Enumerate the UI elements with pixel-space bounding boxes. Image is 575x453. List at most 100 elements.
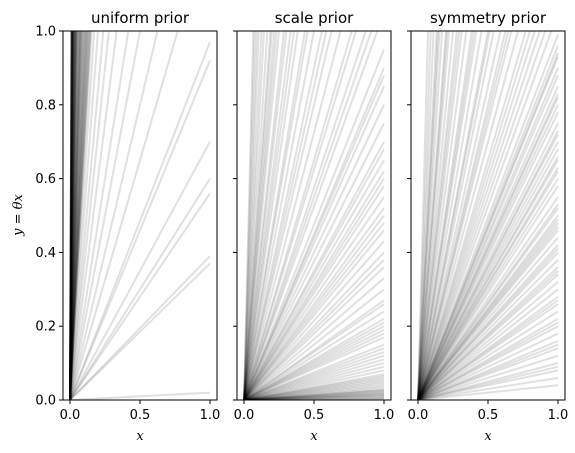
series-line (417, 218, 559, 400)
x-tick-label: 0.5 (478, 408, 499, 423)
series-line (417, 236, 559, 400)
series-line (243, 207, 385, 400)
series-line (243, 159, 385, 400)
series-line (69, 31, 96, 400)
series-line (417, 31, 468, 400)
series-line (243, 31, 306, 400)
series-line (243, 382, 385, 400)
series-line (417, 167, 559, 400)
series-line (417, 74, 559, 400)
series-line (243, 343, 385, 400)
series-line (417, 31, 476, 400)
panel-lines (69, 31, 211, 400)
x-axis-label: x (484, 429, 492, 444)
series-line (243, 389, 385, 400)
series-line (417, 45, 559, 400)
series-line (417, 321, 559, 400)
series-line (417, 31, 483, 400)
series-line (243, 390, 385, 400)
series-line (69, 255, 211, 400)
series-line (69, 31, 159, 400)
series-line (243, 369, 385, 400)
series-line (417, 248, 559, 400)
series-line (243, 317, 385, 400)
series-line (417, 270, 559, 400)
series-line (243, 386, 385, 400)
series-line (243, 328, 385, 400)
y-axis-label: y = θx (11, 194, 26, 237)
series-line (417, 133, 559, 400)
series-line (243, 376, 385, 400)
series-line (417, 347, 559, 400)
series-line (417, 340, 559, 400)
series-line (417, 332, 559, 400)
series-line (417, 31, 495, 400)
series-line (417, 325, 559, 400)
series-line (417, 317, 559, 400)
series-line (417, 31, 510, 400)
series-line (243, 303, 385, 400)
series-line (69, 31, 118, 400)
series-line (417, 31, 553, 400)
series-line (69, 60, 211, 400)
y-tick-label: 0.8 (35, 98, 56, 113)
series-line (417, 31, 473, 400)
series-line (417, 299, 559, 400)
series-line (243, 31, 379, 400)
series-line (417, 111, 559, 400)
series-line (417, 31, 490, 400)
series-line (243, 196, 385, 400)
panel-title: scale prior (275, 9, 354, 27)
series-line (417, 369, 559, 400)
series-line (417, 376, 559, 400)
series-line (243, 31, 272, 400)
series-line (417, 185, 559, 400)
series-line (243, 178, 385, 400)
series-line (417, 31, 463, 400)
series-line (417, 225, 559, 400)
series-line (243, 259, 385, 400)
series-line (417, 259, 559, 400)
series-line (243, 31, 353, 400)
x-tick-label: 0.0 (408, 408, 429, 423)
series-line (243, 391, 385, 400)
panel-1: 0.0 0.5 1.0 0.0 0.2 0.4 0.6 0.8 1.0 uniform prior… (35, 9, 221, 444)
series-line (69, 31, 110, 400)
series-line (417, 31, 541, 400)
x-tick-label: 1.0 (200, 408, 221, 423)
series-line (417, 31, 461, 400)
series-line (243, 148, 385, 400)
series-line (243, 299, 385, 400)
x-tick-label: 0.5 (304, 408, 325, 423)
series-line (417, 56, 559, 400)
chart-panels: 0.0 0.5 1.0 0.0 0.2 0.4 0.6 0.8 1.0 uniform prior… (35, 9, 568, 444)
x-tick-label: 0.5 (130, 408, 151, 423)
series-line (417, 365, 559, 400)
series-line (417, 148, 559, 400)
series-line (69, 31, 130, 400)
series-line (243, 31, 276, 400)
series-line (69, 31, 100, 400)
series-line (243, 389, 385, 400)
series-line (243, 31, 281, 400)
series-line (417, 251, 559, 400)
series-line (417, 266, 559, 400)
series-line (243, 288, 385, 400)
series-line (243, 384, 385, 400)
series-line (243, 31, 288, 400)
series-line (69, 141, 211, 400)
y-tick-label: 1.0 (35, 25, 56, 40)
series-line (243, 49, 385, 400)
y-tick-label: 0.4 (35, 246, 56, 261)
series-line (417, 97, 559, 400)
series-line (243, 31, 296, 400)
series-line (417, 155, 559, 400)
series-line (417, 31, 449, 400)
series-line (243, 229, 385, 400)
series-line (243, 31, 292, 400)
series-line (243, 266, 385, 400)
x-axis-label: x (310, 429, 318, 444)
series-line (417, 207, 559, 400)
series-line (243, 310, 385, 400)
